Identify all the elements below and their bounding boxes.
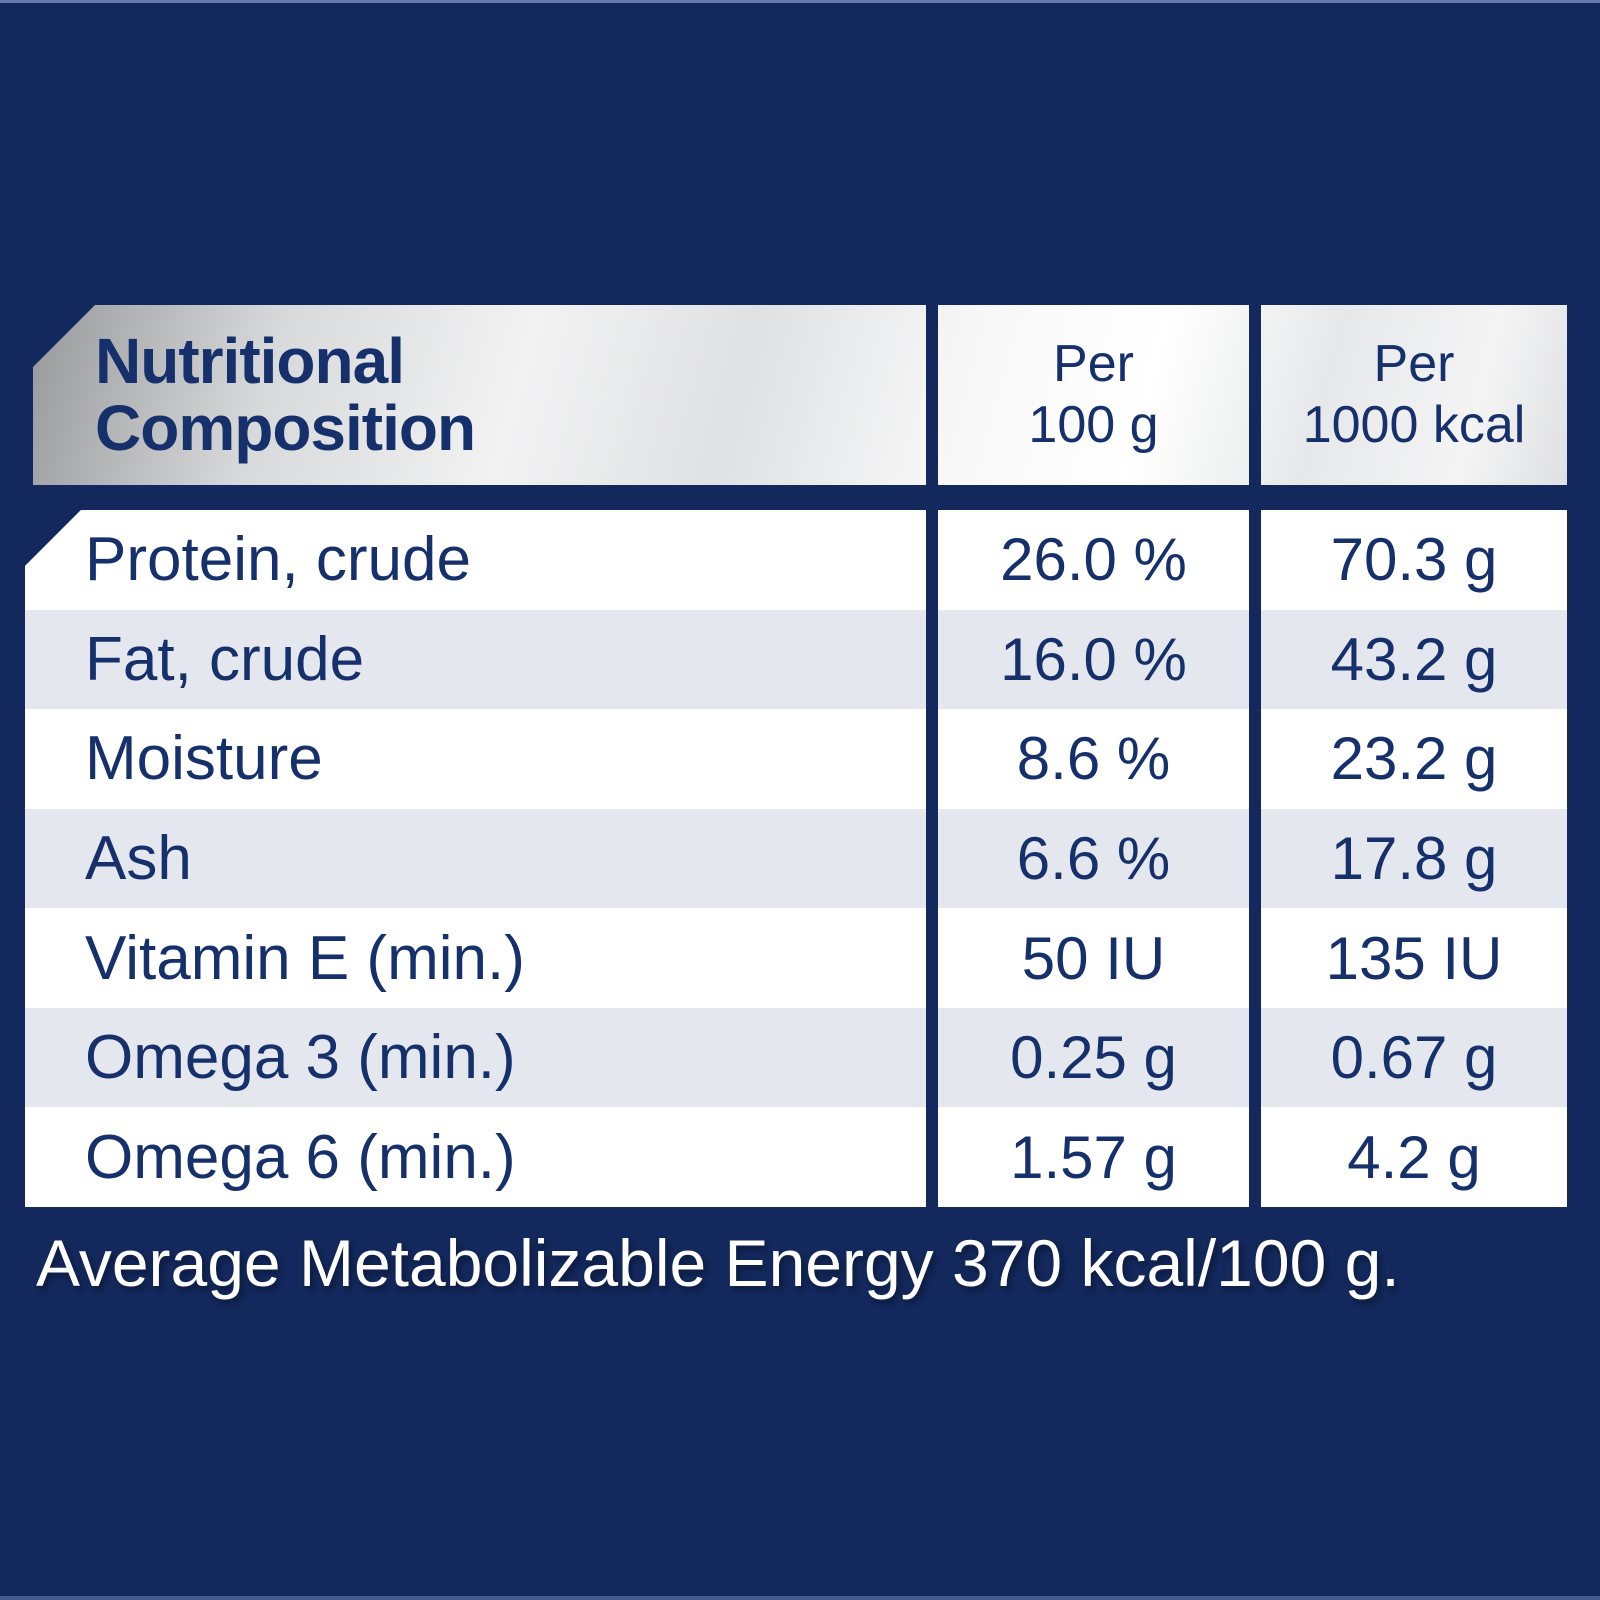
value-per-100g: 6.6 %: [1016, 824, 1171, 892]
metabolizable-energy-note: Average Metabolizable Energy 370 kcal/10…: [36, 1226, 1400, 1300]
value-per-100g: 8.6 %: [1016, 725, 1171, 793]
value-per-100g: 16.0 %: [1000, 625, 1187, 693]
table-row: Ash 6.6 % 17.8 g: [25, 808, 1567, 909]
value-per-100g: 26.0 %: [1000, 526, 1187, 594]
value-per-1000kcal: 17.8 g: [1330, 824, 1498, 892]
table-title-line2: Composition: [95, 392, 476, 464]
nutrient-label: Vitamin E (min.): [85, 923, 525, 993]
column-header-per-100g-line2: 100 g: [1028, 396, 1159, 454]
column-divider: [1249, 510, 1261, 1207]
table-body: Protein, crude 26.0 % 70.3 g Fat, crude …: [25, 510, 1567, 1207]
column-divider: [926, 305, 938, 485]
nutrient-label: Omega 3 (min.): [85, 1023, 516, 1093]
column-divider: [926, 510, 938, 1207]
column-header-per-100g-line1: Per: [1053, 334, 1134, 393]
column-header-per-1000kcal-line1: Per: [1373, 334, 1455, 393]
value-per-100g: 0.25 g: [1010, 1024, 1177, 1092]
table-title: Nutritional Composition: [95, 324, 476, 464]
value-per-1000kcal: 70.3 g: [1330, 526, 1498, 594]
table-row: Vitamin E (min.) 50 IU 135 IU: [25, 908, 1567, 1008]
column-divider: [1249, 305, 1261, 485]
table-title-line1: Nutritional: [95, 324, 405, 397]
table-header-title-cell: Nutritional Composition: [33, 305, 926, 485]
nutrient-label: Protein, crude: [85, 525, 471, 595]
nutrient-label: Moisture: [85, 724, 323, 794]
column-header-per-100g: Per 100 g: [938, 305, 1249, 485]
column-header-per-1000kcal: Per 1000 kcal: [1261, 305, 1567, 485]
table-row: Protein, crude 26.0 % 70.3 g: [25, 510, 1567, 610]
value-per-1000kcal: 23.2 g: [1330, 725, 1498, 793]
value-per-1000kcal: 4.2 g: [1347, 1123, 1481, 1191]
value-per-1000kcal: 0.67 g: [1330, 1024, 1498, 1092]
nutrient-label: Fat, crude: [85, 624, 365, 694]
value-per-1000kcal: 135 IU: [1325, 924, 1503, 992]
table-row: Omega 6 (min.) 1.57 g 4.2 g: [25, 1107, 1567, 1207]
nutrient-label: Omega 6 (min.): [85, 1122, 516, 1192]
bottom-edge-highlight: [0, 1596, 1600, 1600]
nutrient-label: Ash: [85, 823, 192, 893]
table-row: Fat, crude 16.0 % 43.2 g: [25, 609, 1567, 710]
value-per-1000kcal: 43.2 g: [1330, 625, 1498, 693]
table-header: Nutritional Composition Per 100 g Per 10…: [33, 305, 1567, 485]
table-row: Moisture 8.6 % 23.2 g: [25, 709, 1567, 809]
top-edge-highlight: [0, 0, 1600, 3]
value-per-100g: 50 IU: [1021, 924, 1166, 992]
table-row: Omega 3 (min.) 0.25 g 0.67 g: [25, 1007, 1567, 1108]
value-per-100g: 1.57 g: [1010, 1123, 1177, 1191]
column-header-per-1000kcal-line2: 1000 kcal: [1302, 396, 1526, 454]
